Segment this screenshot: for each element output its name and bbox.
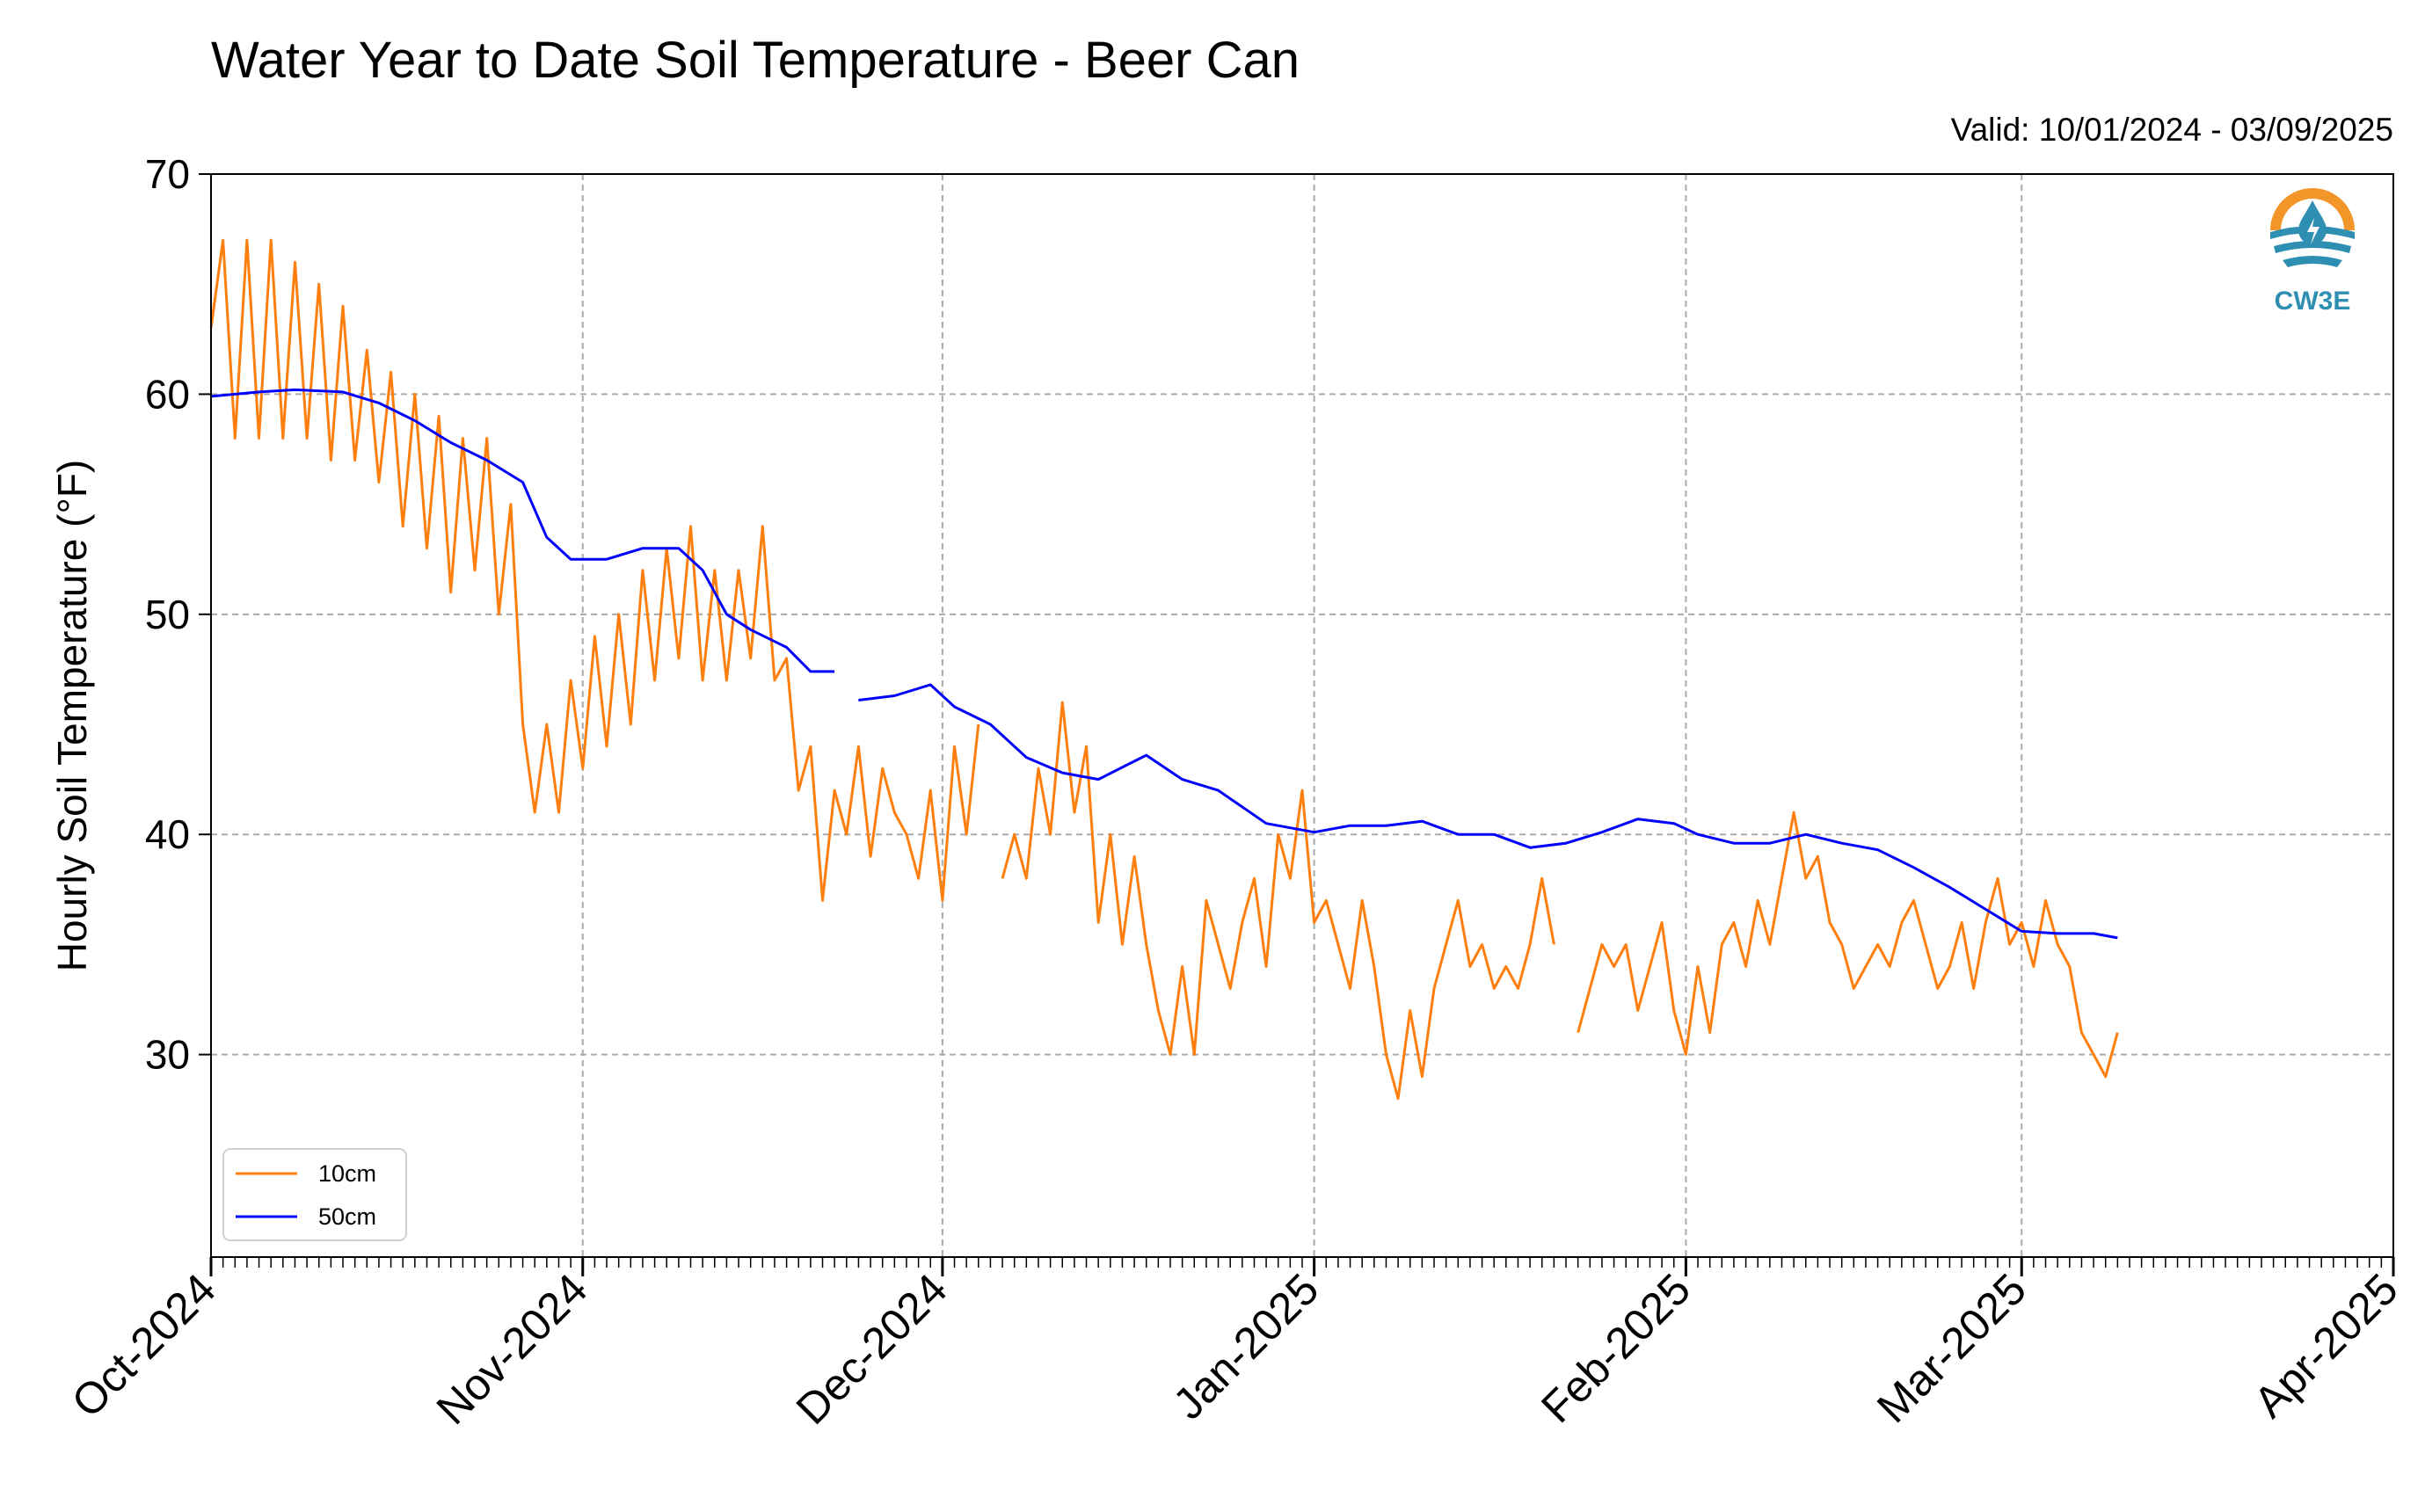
x-tick-label: Apr-2025 [2245,1264,2407,1427]
plot-frame [210,173,2394,1258]
y-tick-label: 60 [145,371,190,417]
legend: 10cm 50cm [222,1148,407,1241]
valid-range: Valid: 10/01/2024 - 03/09/2025 [1951,112,2393,148]
grid [211,174,2393,1257]
x-axis-ticks: Oct-2024 Nov-2024 Dec-2024 Jan-2025 Feb-2025… [62,1257,2407,1434]
series-10cm-line [209,238,2119,1101]
chart-title: Water Year to Date Soil Temperature - Be… [211,32,1300,89]
x-minor-ticks [210,1257,2394,1268]
cw3e-logo: CW3E [2268,188,2356,316]
y-tick-label: 70 [145,151,190,197]
x-tick-label: Mar-2025 [1868,1264,2035,1432]
x-tick-label: Oct-2024 [62,1264,225,1427]
legend-10cm-label: 10cm [318,1160,376,1187]
legend-50cm-label: 50cm [318,1203,376,1230]
x-tick-label: Feb-2025 [1532,1264,1700,1432]
series-lines [209,238,2119,1101]
y-axis-label: Hourly Soil Temperature (°F) [49,460,95,972]
y-axis-ticks: 30 40 50 60 70 [145,151,211,1078]
y-tick-label: 30 [145,1032,190,1078]
x-tick-label: Dec-2024 [787,1264,957,1434]
x-tick-label: Jan-2025 [1163,1264,1328,1428]
y-tick-label: 40 [145,811,190,857]
logo-text: CW3E [2275,287,2351,316]
x-tick-label: Nov-2024 [427,1264,597,1434]
y-tick-label: 50 [145,592,190,637]
series-50cm-line [210,388,2118,940]
legend-box [222,1148,407,1241]
